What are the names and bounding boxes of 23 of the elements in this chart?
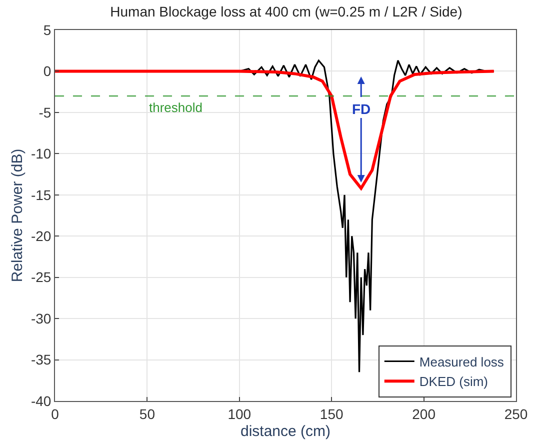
x-tick-label: 200 (412, 406, 436, 422)
x-tick-label: 250 (504, 406, 528, 422)
y-axis-title: Relative Power (dB) (9, 148, 26, 282)
chart-title: Human Blockage loss at 400 cm (w=0.25 m / L2R / Side) (110, 4, 462, 20)
y-tick-label: -5 (38, 104, 52, 120)
y-tick-label: -10 (30, 146, 52, 162)
line-series (55, 70, 496, 190)
legend-label: Measured loss (419, 354, 504, 370)
x-axis-title: distance (cm) (240, 422, 331, 440)
y-tick-label: -40 (30, 392, 52, 409)
ref-line-label: threshold (149, 100, 202, 115)
annotation: FD (352, 101, 371, 117)
y-tick-label: 0 (43, 63, 52, 80)
y-tick-label: -35 (30, 352, 52, 368)
legend-label: DKED (sim) (419, 374, 488, 390)
x-tick-label: 100 (228, 406, 252, 422)
y-tick-label: -15 (30, 186, 52, 203)
y-tick-label: -20 (30, 228, 52, 244)
x-tick-label: 50 (139, 406, 156, 422)
y-tick-label: -30 (30, 310, 52, 326)
x-tick-label: 150 (320, 406, 344, 422)
y-tick-label: -25 (30, 269, 52, 286)
y-tick-label: 5 (43, 22, 52, 38)
